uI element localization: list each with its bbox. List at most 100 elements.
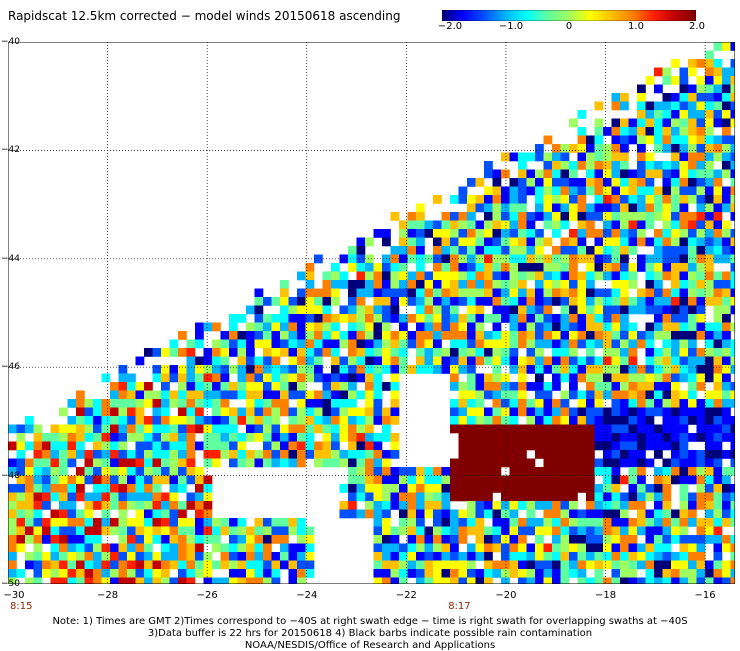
wind-difference-cell [671, 407, 680, 417]
wind-difference-cell [577, 356, 587, 366]
wind-difference-cell [611, 365, 621, 374]
wind-difference-cell [501, 254, 510, 264]
wind-difference-cell [280, 441, 289, 451]
wind-difference-cell [501, 526, 510, 536]
wind-difference-cell [458, 433, 468, 442]
wind-difference-cell [390, 280, 400, 289]
wind-difference-cell [611, 314, 621, 323]
wind-difference-cell [433, 543, 442, 553]
wind-difference-cell [671, 450, 680, 459]
wind-difference-cell [33, 467, 43, 476]
wind-difference-cell [679, 365, 689, 374]
wind-difference-cell [603, 322, 612, 332]
wind-difference-cell [203, 382, 213, 391]
wind-difference-cell [696, 569, 706, 578]
wind-difference-cell [50, 518, 60, 527]
wind-difference-cell [713, 152, 723, 162]
wind-difference-cell [118, 535, 128, 544]
wind-difference-cell [433, 305, 442, 315]
wind-difference-cell [679, 373, 689, 383]
wind-difference-cell [671, 373, 680, 383]
wind-difference-cell [543, 399, 553, 408]
wind-difference-cell [101, 441, 111, 451]
wind-difference-cell [603, 560, 612, 570]
wind-difference-cell [331, 441, 340, 451]
wind-difference-cell [603, 501, 612, 510]
wind-difference-cell [662, 331, 672, 340]
wind-difference-cell [535, 288, 544, 298]
wind-difference-cell [263, 560, 272, 570]
wind-difference-cell [543, 407, 553, 417]
wind-difference-cell [8, 535, 17, 544]
wind-difference-cell [348, 356, 357, 366]
wind-difference-cell [305, 569, 315, 578]
wind-difference-cell [424, 560, 434, 570]
wind-difference-cell [229, 339, 238, 349]
wind-difference-cell [577, 535, 587, 544]
wind-difference-cell [713, 254, 723, 264]
wind-difference-cell [535, 518, 544, 527]
wind-difference-cell [203, 501, 213, 510]
wind-difference-cell [441, 212, 451, 221]
wind-difference-cell [492, 458, 502, 468]
wind-difference-cell [492, 212, 502, 221]
wind-difference-cell [475, 492, 485, 502]
wind-difference-cell [509, 450, 519, 459]
wind-difference-cell [373, 458, 383, 468]
wind-difference-cell [8, 560, 17, 570]
wind-difference-cell [458, 365, 468, 374]
wind-difference-cell [390, 382, 400, 391]
wind-difference-cell [25, 467, 34, 476]
wind-difference-cell [535, 577, 544, 584]
wind-difference-cell [59, 577, 68, 584]
wind-difference-cell [186, 569, 196, 578]
wind-difference-cell [416, 467, 425, 476]
wind-difference-cell [662, 458, 672, 468]
wind-difference-cell [603, 220, 612, 230]
wind-difference-cell [611, 543, 621, 553]
wind-difference-cell [212, 373, 221, 383]
wind-difference-cell [713, 407, 723, 417]
wind-difference-cell [424, 526, 434, 536]
wind-difference-cell [569, 297, 578, 306]
wind-difference-cell [662, 407, 672, 417]
wind-difference-cell [314, 407, 323, 417]
wind-difference-cell [577, 577, 587, 584]
wind-difference-cell [560, 450, 570, 459]
wind-difference-cell [705, 212, 714, 221]
wind-difference-cell [501, 280, 510, 289]
wind-difference-cell [110, 492, 119, 502]
wind-difference-cell [305, 407, 315, 417]
wind-difference-cell [730, 518, 735, 527]
wind-difference-cell [705, 467, 714, 476]
wind-difference-cell [696, 212, 706, 221]
wind-difference-cell [637, 467, 646, 476]
wind-difference-cell [620, 305, 629, 315]
wind-difference-cell [382, 348, 391, 357]
wind-difference-cell [628, 458, 638, 468]
wind-difference-cell [654, 467, 663, 476]
wind-difference-cell [484, 229, 493, 238]
wind-difference-cell [373, 543, 383, 553]
wind-difference-cell [662, 314, 672, 323]
wind-difference-cell [569, 365, 578, 374]
wind-difference-cell [263, 382, 272, 391]
wind-difference-cell [696, 518, 706, 527]
wind-difference-cell [526, 484, 536, 493]
wind-difference-cell [688, 365, 697, 374]
wind-difference-cell [671, 161, 680, 170]
wind-difference-cell [433, 356, 442, 366]
wind-difference-cell [382, 382, 391, 391]
wind-difference-cell [492, 475, 502, 485]
wind-difference-cell [535, 543, 544, 553]
wind-difference-cell [169, 535, 179, 544]
wind-difference-cell [475, 331, 485, 340]
wind-difference-cell [246, 348, 255, 357]
wind-difference-cell [416, 314, 425, 323]
wind-difference-cell [705, 118, 714, 128]
wind-difference-cell [475, 569, 485, 578]
wind-difference-cell [611, 297, 621, 306]
wind-difference-cell [662, 373, 672, 383]
wind-difference-cell [229, 458, 238, 468]
wind-difference-cell [620, 322, 629, 332]
